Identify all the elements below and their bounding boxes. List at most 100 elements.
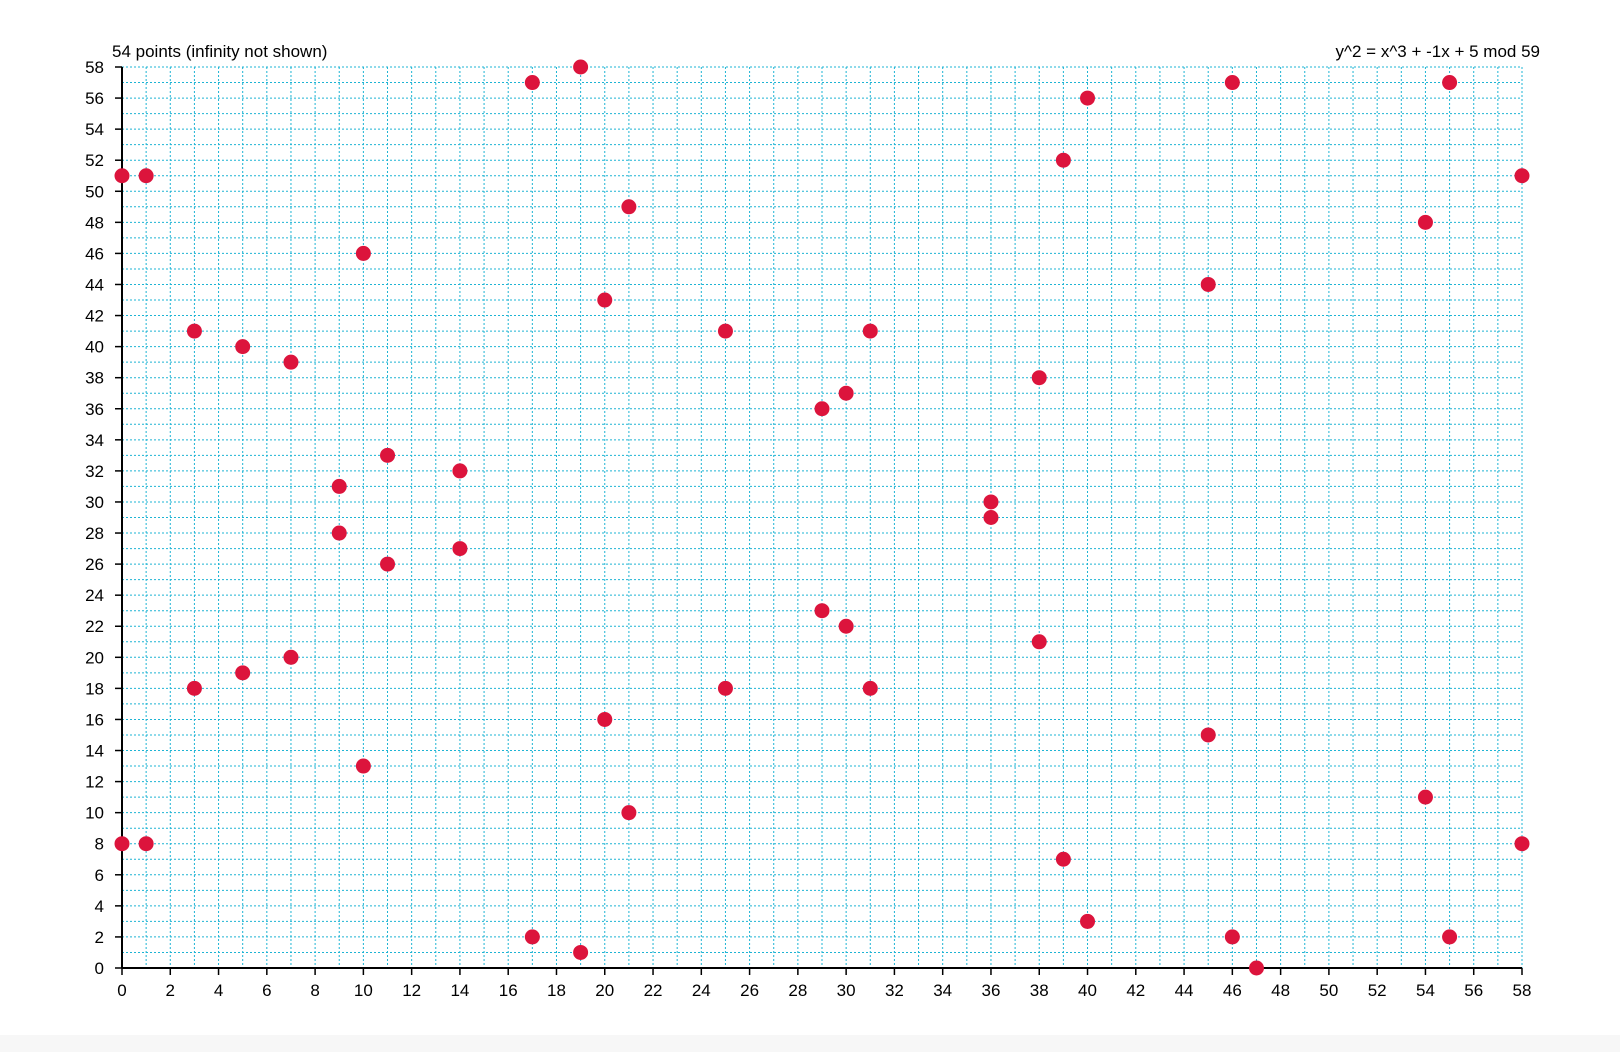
data-point — [1248, 960, 1264, 976]
x-tick-label: 36 — [982, 981, 1001, 1000]
x-tick-label: 4 — [214, 981, 223, 1000]
data-point — [283, 649, 299, 665]
x-tick-label: 26 — [740, 981, 759, 1000]
y-tick-label: 16 — [85, 710, 104, 729]
data-point — [235, 339, 251, 355]
data-point — [1055, 851, 1071, 867]
data-point — [862, 323, 878, 339]
data-point — [717, 323, 733, 339]
y-tick-label: 48 — [85, 213, 104, 232]
y-tick-label: 24 — [85, 586, 104, 605]
y-tick-label: 58 — [85, 58, 104, 77]
data-point — [138, 836, 154, 852]
data-point — [838, 618, 854, 634]
y-tick-label: 54 — [85, 120, 104, 139]
data-point — [331, 525, 347, 541]
y-tick-label: 8 — [95, 835, 104, 854]
y-tick-label: 42 — [85, 307, 104, 326]
y-tick-label: 10 — [85, 804, 104, 823]
x-tick-label: 24 — [692, 981, 711, 1000]
data-point — [573, 59, 589, 75]
data-point — [114, 168, 130, 184]
data-point — [597, 711, 613, 727]
x-tick-label: 20 — [595, 981, 614, 1000]
data-point — [983, 494, 999, 510]
y-tick-label: 28 — [85, 524, 104, 543]
data-point — [331, 478, 347, 494]
x-tick-label: 34 — [933, 981, 952, 1000]
data-point — [380, 447, 396, 463]
x-tick-label: 32 — [885, 981, 904, 1000]
data-point — [1514, 168, 1530, 184]
data-point — [1080, 913, 1096, 929]
data-point — [524, 75, 540, 91]
x-tick-label: 6 — [262, 981, 271, 1000]
grid-lines — [121, 66, 1523, 969]
data-point — [621, 199, 637, 215]
axes — [121, 67, 1522, 969]
x-tick-label: 42 — [1126, 981, 1145, 1000]
x-tick-label: 56 — [1464, 981, 1483, 1000]
x-tick-label: 8 — [310, 981, 319, 1000]
y-tick-label: 46 — [85, 244, 104, 263]
x-tick-label: 10 — [354, 981, 373, 1000]
x-tick-label: 22 — [644, 981, 663, 1000]
data-point — [235, 665, 251, 681]
data-point — [355, 245, 371, 261]
x-tick-labels: 0 2 4 6 8 10 12 14 16 18 20 22 24 26 28 30 32 34 36 38 40 42 4… — [117, 981, 1531, 1000]
data-point — [1031, 634, 1047, 650]
data-point — [573, 944, 589, 960]
data-point — [983, 510, 999, 525]
x-tick-label: 12 — [402, 981, 421, 1000]
y-tick-label: 4 — [95, 897, 104, 916]
y-tick-label: 2 — [95, 928, 104, 947]
x-tick-label: 38 — [1030, 981, 1049, 1000]
x-tick-label: 50 — [1319, 981, 1338, 1000]
x-tick-label: 30 — [837, 981, 856, 1000]
data-point — [1224, 75, 1240, 91]
data-points — [114, 59, 1530, 976]
x-tick-label: 14 — [450, 981, 469, 1000]
y-tick-label: 30 — [85, 493, 104, 512]
x-tick-label: 54 — [1416, 981, 1435, 1000]
x-tick-label: 48 — [1271, 981, 1290, 1000]
data-point — [1200, 276, 1216, 292]
y-tick-label: 0 — [95, 959, 104, 978]
data-point — [1442, 929, 1458, 945]
data-point — [355, 758, 371, 774]
y-tick-label: 18 — [85, 679, 104, 698]
y-tick-label: 44 — [85, 275, 104, 294]
data-point — [1442, 75, 1458, 91]
x-tick-label: 58 — [1513, 981, 1532, 1000]
y-tick-label: 12 — [85, 773, 104, 792]
y-tick-labels: 0246810121416182022242628303234363840424… — [85, 58, 104, 978]
data-point — [114, 836, 130, 852]
x-tick-label: 44 — [1175, 981, 1194, 1000]
data-point — [862, 680, 878, 696]
y-tick-label: 32 — [85, 462, 104, 481]
y-tick-label: 52 — [85, 151, 104, 170]
data-point — [452, 541, 468, 557]
y-tick-label: 34 — [85, 431, 104, 450]
chart-subtitle: 54 points (infinity not shown) — [112, 42, 327, 61]
data-point — [452, 463, 468, 479]
y-tick-label: 20 — [85, 648, 104, 667]
data-point — [1224, 929, 1240, 945]
data-point — [524, 929, 540, 945]
data-point — [814, 603, 830, 619]
y-tick-label: 26 — [85, 555, 104, 574]
y-tick-label: 6 — [95, 866, 104, 885]
tick-marks — [115, 66, 1523, 975]
x-tick-label: 28 — [788, 981, 807, 1000]
y-tick-label: 14 — [85, 742, 104, 761]
data-point — [138, 168, 154, 184]
data-point — [186, 323, 202, 339]
data-point — [1417, 214, 1433, 230]
x-tick-label: 40 — [1078, 981, 1097, 1000]
data-point — [1080, 90, 1096, 106]
data-point — [283, 354, 299, 370]
x-tick-label: 52 — [1368, 981, 1387, 1000]
data-point — [621, 805, 637, 821]
